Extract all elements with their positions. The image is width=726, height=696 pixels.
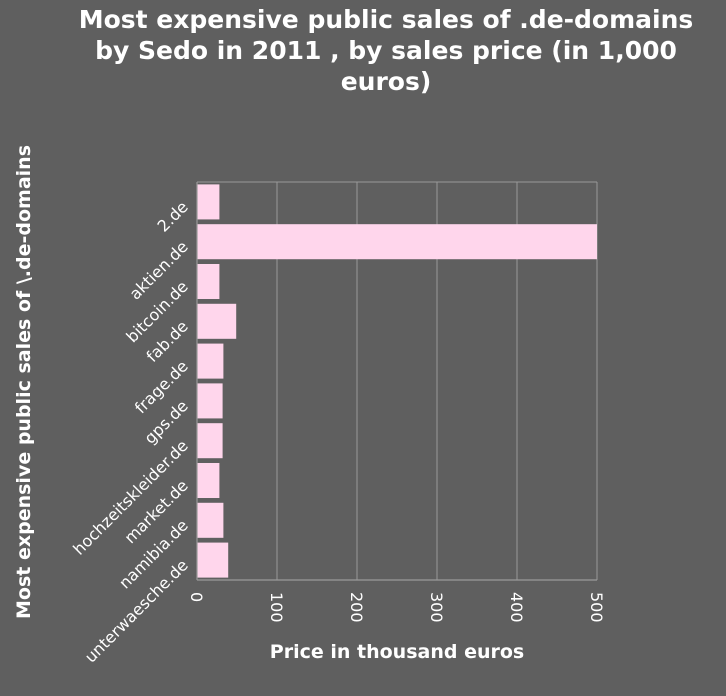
x-tick-label-400: 400 (507, 592, 526, 623)
chart-title-line-1: Most expensive public sales of .de-domai… (79, 5, 694, 34)
chart-title-line-2: by Sedo in 2011 , by sales price (in 1,0… (95, 36, 677, 65)
bar-aktien.de (197, 224, 597, 260)
x-axis-title: Price in thousand euros (270, 641, 524, 663)
y-tick-labels: 2.deaktien.debitcoin.defab.defrage.degps… (69, 197, 192, 666)
y-axis-title: Most expensive public sales of \.de-doma… (13, 145, 35, 619)
x-tick-label-300: 300 (427, 592, 446, 623)
bar-hochzeitskleider.de (197, 423, 223, 459)
x-tick-label-100: 100 (267, 592, 286, 623)
bar-market.de (197, 462, 220, 499)
chart-title: Most expensive public sales of .de-domai… (79, 5, 694, 96)
bar-frage.de (197, 343, 224, 379)
bar-namibia.de (197, 502, 224, 538)
bar-bitcoin.de (197, 263, 220, 300)
bar-fab.de (197, 303, 237, 339)
y-tick-label-2.de: 2.de (153, 197, 191, 235)
chart-title-line-3: euros) (341, 67, 432, 96)
x-tick-label-200: 200 (347, 592, 366, 623)
bars (197, 184, 597, 578)
x-tick-label-0: 0 (187, 592, 206, 602)
axes (196, 182, 597, 581)
bar-unterwaesche.de (197, 542, 229, 578)
x-tick-label-500: 500 (587, 592, 606, 623)
bar-2.de (197, 184, 220, 220)
bar-gps.de (197, 383, 223, 419)
x-tick-labels: 0 100 200 300 400 500 (187, 592, 606, 623)
